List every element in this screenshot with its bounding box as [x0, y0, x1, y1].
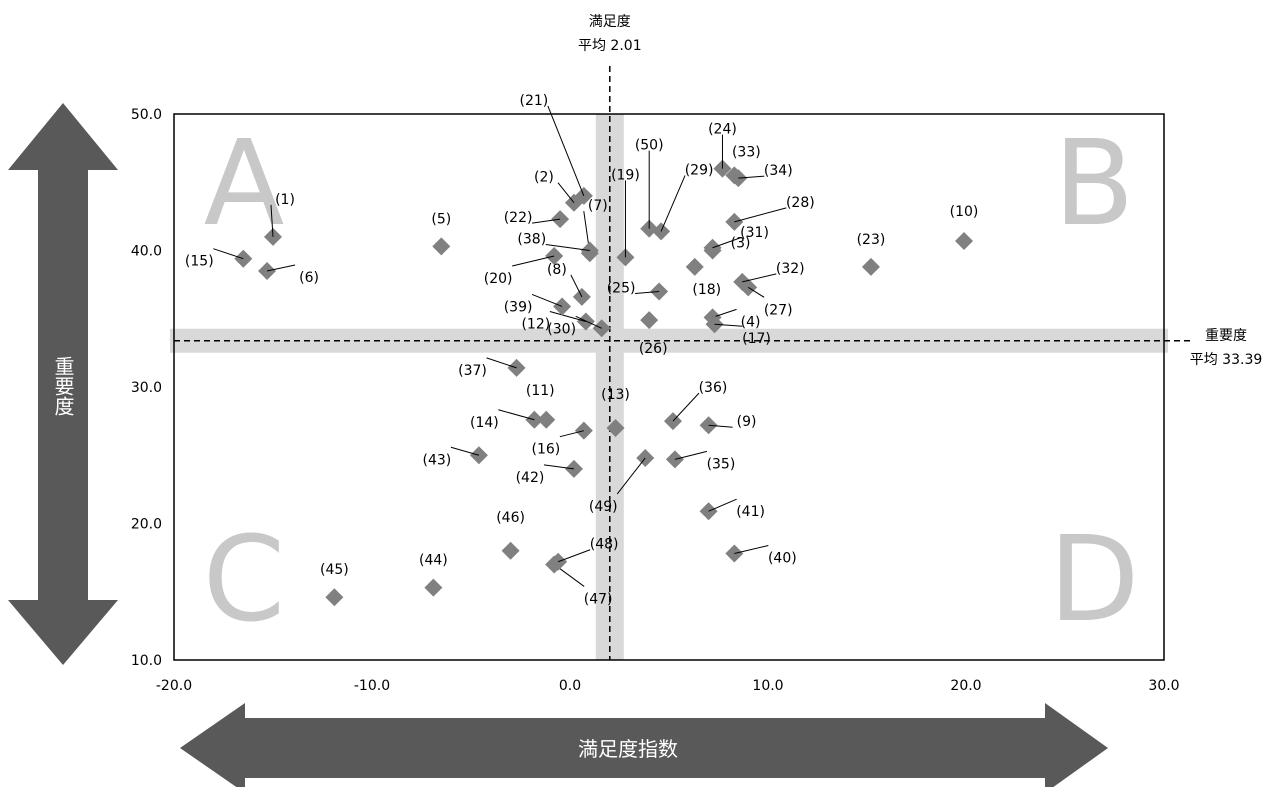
point-label: (6): [299, 270, 319, 286]
quadrant-label-c: C: [203, 510, 285, 648]
point-label: (18): [692, 282, 721, 298]
point-label: (43): [423, 452, 452, 468]
y-tick-label: 10.0: [131, 653, 162, 669]
point-label: (32): [776, 261, 805, 277]
point-label: (2): [534, 170, 554, 186]
point-label: (47): [584, 591, 613, 607]
point-label: (27): [764, 302, 793, 318]
point-label: (9): [737, 414, 757, 430]
y-average-label-title: 重要度: [1205, 328, 1247, 344]
point-label: (38): [517, 232, 546, 248]
point-label: (33): [732, 144, 761, 160]
point-label: (20): [484, 271, 513, 287]
point-label: (30): [547, 321, 576, 337]
x-tick-label: 0.0: [559, 678, 581, 694]
point-label: (36): [699, 380, 728, 396]
point-label: (48): [590, 537, 619, 553]
x-tick-label: -20.0: [156, 678, 192, 694]
point-label: (24): [708, 122, 737, 138]
point-label: (50): [635, 138, 664, 154]
point-label: (16): [531, 442, 560, 458]
x-tick-label: -10.0: [354, 678, 390, 694]
point-label: (25): [607, 280, 636, 296]
y-axis-title: 重要度: [51, 356, 75, 416]
y-average-label-value: 平均 33.39: [1190, 352, 1263, 368]
x-tick-label: 10.0: [752, 678, 783, 694]
point-label: (5): [431, 211, 451, 227]
x-tick-label: 20.0: [950, 678, 981, 694]
point-label: (7): [588, 198, 608, 214]
point-label: (49): [589, 499, 618, 515]
point-label: (19): [611, 167, 640, 183]
point-label: (39): [504, 299, 533, 315]
point-label: (15): [185, 254, 214, 270]
quadrant-label-b: B: [1054, 114, 1135, 252]
y-tick-label: 30.0: [131, 380, 162, 396]
quadrant-label-d: D: [1049, 510, 1140, 648]
point-label: (35): [707, 456, 736, 472]
x-tick-label: 30.0: [1148, 678, 1179, 694]
point-label: (4): [741, 314, 761, 330]
point-label: (26): [639, 341, 668, 357]
point-label: (11): [526, 383, 555, 399]
point-label: (21): [519, 93, 548, 109]
y-tick-label: 40.0: [131, 244, 162, 260]
point-label: (41): [736, 504, 765, 520]
point-label: (40): [768, 551, 797, 567]
point-label: (42): [516, 470, 545, 486]
point-label: (44): [419, 553, 448, 569]
point-label: (10): [950, 204, 979, 220]
y-tick-label: 20.0: [131, 517, 162, 533]
point-label: (45): [320, 562, 349, 578]
point-label: (12): [521, 316, 550, 332]
x-axis-title: 満足度指数: [578, 737, 678, 761]
point-label: (46): [496, 510, 525, 526]
point-label: (29): [685, 162, 714, 178]
point-label: (14): [470, 415, 499, 431]
point-label: (8): [547, 262, 567, 278]
y-tick-label: 50.0: [131, 107, 162, 123]
x-average-label-value: 平均 2.01: [578, 38, 642, 54]
point-label: (28): [786, 195, 815, 211]
point-label: (37): [458, 363, 487, 379]
point-label: (23): [857, 232, 886, 248]
point-label: (1): [275, 192, 295, 208]
point-label: (34): [764, 163, 793, 179]
point-label: (13): [601, 387, 630, 403]
x-average-label-title: 満足度: [589, 14, 631, 30]
point-label: (22): [504, 210, 533, 226]
point-label: (31): [740, 225, 769, 241]
point-label: (17): [742, 331, 771, 347]
